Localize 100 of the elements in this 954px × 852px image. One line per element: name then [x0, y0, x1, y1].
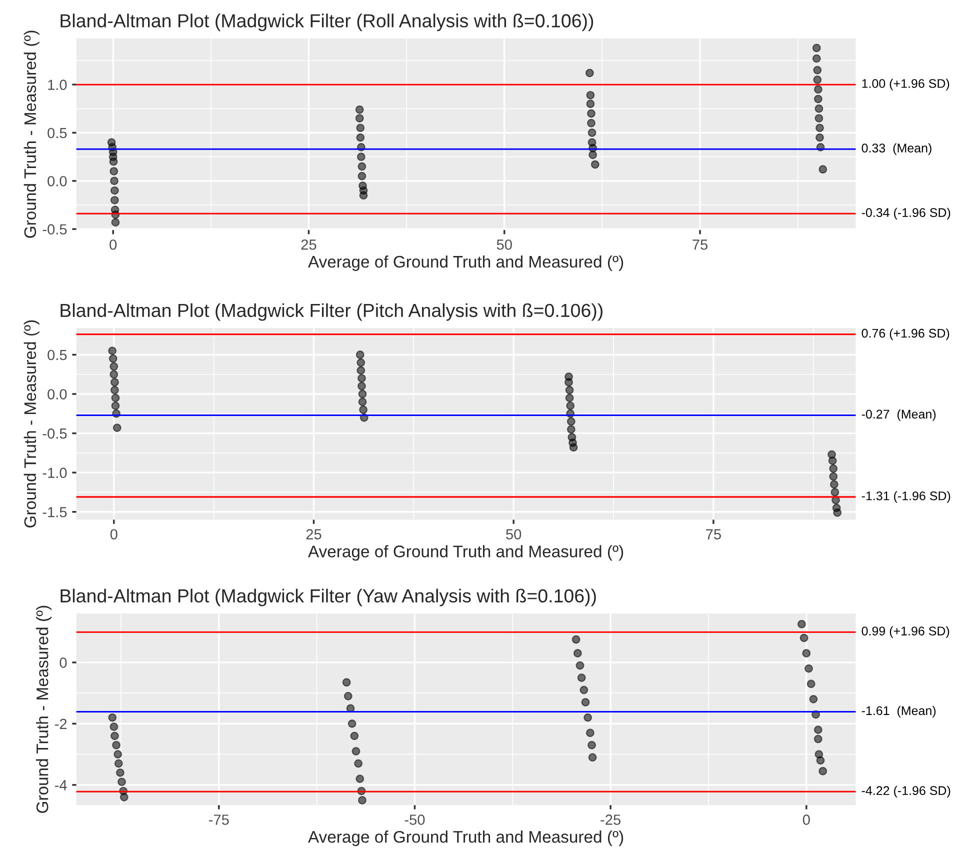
point — [118, 778, 126, 786]
ref-line-label: -0.34 (-1.96 SD) — [862, 208, 950, 220]
x-axis-title: Average of Ground Truth and Measured (º) — [308, 255, 624, 271]
point — [356, 350, 364, 359]
point — [108, 354, 118, 363]
point — [114, 750, 122, 759]
point — [566, 417, 576, 426]
x-tick-label: 75 — [692, 240, 708, 250]
point — [110, 167, 118, 176]
y-tick-label: -0.5 — [42, 224, 67, 235]
point — [829, 472, 838, 481]
x-tick-label: -25 — [600, 814, 620, 825]
point — [814, 104, 824, 113]
point — [590, 160, 600, 169]
point — [342, 678, 351, 687]
point — [816, 133, 824, 142]
x-tick-label: 75 — [706, 529, 721, 540]
y-tick-label: -2 — [54, 718, 67, 729]
point — [358, 162, 366, 171]
point — [588, 753, 597, 762]
point — [814, 85, 822, 94]
y-tick-label: 0 — [60, 658, 67, 668]
point — [813, 66, 822, 74]
point — [110, 176, 119, 186]
point — [587, 109, 596, 118]
ref-line-label: -1.31 (-1.96 SD) — [862, 491, 950, 503]
point — [358, 796, 366, 804]
point — [816, 124, 824, 132]
ref-line-label: -0.27 (Mean) — [862, 409, 936, 422]
point — [111, 394, 120, 402]
point — [585, 68, 594, 78]
y-tick-label: -0.5 — [42, 428, 67, 439]
y-tick-label: -1.5 — [42, 507, 67, 518]
point — [797, 620, 806, 628]
point — [566, 402, 575, 410]
ref-line-label: -4.22 (-1.96 SD) — [862, 786, 950, 798]
point — [355, 114, 364, 123]
point — [818, 766, 828, 776]
point — [344, 692, 352, 700]
point — [813, 76, 822, 84]
x-tick-label: 25 — [301, 239, 316, 250]
point — [829, 464, 838, 473]
point — [112, 740, 120, 750]
y-axis-title: Ground Truth - Measured (º) — [36, 606, 52, 813]
point — [588, 128, 596, 137]
y-tick-label: -4 — [54, 780, 67, 790]
point — [576, 661, 584, 670]
point — [358, 398, 367, 406]
point — [814, 94, 822, 104]
point — [111, 402, 120, 410]
x-tick-label: -75 — [208, 814, 229, 825]
y-tick-label: 0.0 — [48, 389, 67, 400]
point — [352, 747, 360, 756]
point — [350, 732, 359, 740]
point — [586, 90, 595, 100]
point — [110, 378, 119, 386]
y-tick-label: 0.5 — [48, 350, 67, 360]
ref-line-label: 0.99 (+1.96 SD) — [862, 626, 950, 638]
point — [116, 768, 124, 777]
ref-line-label: 0.33 (Mean) — [862, 143, 932, 155]
point — [580, 686, 588, 694]
point — [110, 196, 119, 204]
ref-line-label: -1.61 (Mean) — [862, 706, 936, 718]
point — [566, 425, 576, 434]
chart-title: Bland-Altman Plot (Madgwick Filter (Pitch Analysis with ß=0.106)) — [60, 303, 602, 321]
x-tick-label: 25 — [306, 529, 322, 540]
point — [806, 680, 816, 688]
point — [358, 390, 367, 398]
point — [586, 728, 594, 738]
y-axis-title: Ground Truth - Measured (º) — [24, 30, 40, 238]
point — [573, 649, 582, 658]
point — [355, 105, 364, 114]
point — [356, 358, 366, 367]
point — [814, 726, 822, 734]
point — [572, 635, 580, 644]
point — [565, 386, 574, 394]
point — [812, 44, 821, 52]
point — [110, 186, 119, 195]
point — [357, 382, 366, 390]
x-tick-label: 0 — [802, 814, 810, 825]
point — [356, 152, 366, 162]
point — [577, 674, 586, 682]
point — [587, 118, 596, 128]
chart-title: Bland-Altman Plot (Madgwick Filter (Roll Analysis with ß=0.106)) — [60, 14, 594, 32]
x-tick-label: 0 — [110, 239, 117, 250]
point — [818, 165, 828, 174]
point — [812, 54, 821, 63]
x-tick-label: -50 — [404, 814, 425, 825]
point — [111, 218, 120, 227]
ref-line-label: 1.00 (+1.96 SD) — [862, 78, 950, 90]
point — [830, 488, 840, 496]
point — [814, 114, 824, 123]
point — [356, 774, 364, 784]
x-tick-label: 0 — [110, 529, 118, 540]
point — [110, 370, 118, 379]
point — [356, 366, 366, 375]
point — [588, 150, 598, 160]
point — [112, 424, 122, 432]
x-tick-label: 50 — [506, 529, 522, 540]
point — [357, 374, 366, 383]
